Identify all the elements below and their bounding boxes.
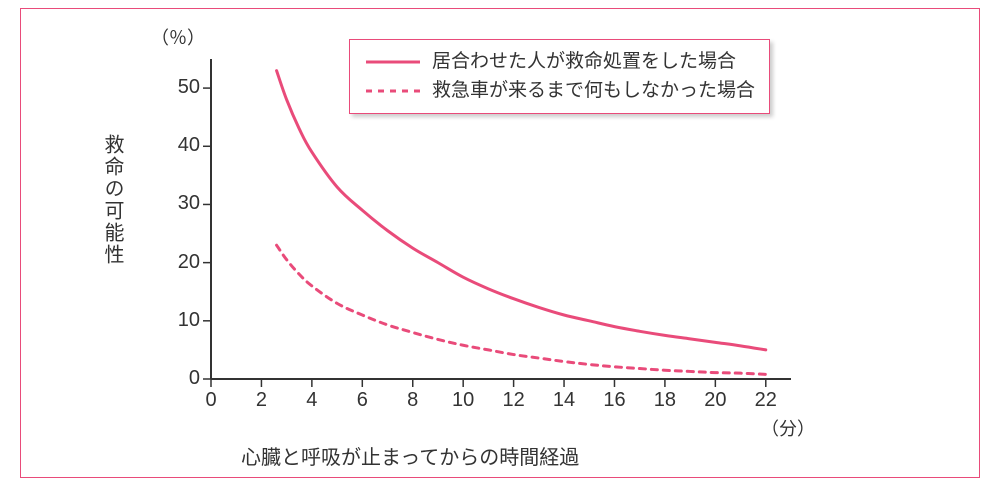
legend: 居合わせた人が救命処置をした場合救急車が来るまで何もしなかった場合 [349, 39, 770, 114]
legend-swatch-bystander_cpr [364, 52, 422, 72]
series-no_action [277, 245, 766, 374]
x-tick-label: 12 [502, 389, 526, 412]
x-tick-label: 22 [754, 389, 778, 412]
x-tick-label: 4 [300, 389, 324, 412]
x-tick-label: 8 [401, 389, 425, 412]
y-tick-label: 20 [166, 251, 200, 274]
legend-item-bystander_cpr: 居合わせた人が救命処置をした場合 [364, 48, 755, 77]
x-tick-label: 2 [249, 389, 273, 412]
y-tick-label: 0 [166, 367, 200, 390]
legend-swatch-no_action [364, 81, 422, 101]
y-tick-label: 50 [166, 76, 200, 99]
chart-frame: （％） 救命の可能性 （分） 心臓と呼吸が止まってからの時間経過 居合わせた人が… [20, 8, 980, 478]
x-tick-label: 6 [350, 389, 374, 412]
y-axis-unit: （％） [151, 24, 205, 50]
y-tick-label: 10 [166, 309, 200, 332]
y-tick-label: 30 [166, 192, 200, 215]
x-tick-label: 16 [602, 389, 626, 412]
x-tick-label: 18 [653, 389, 677, 412]
x-tick-label: 0 [199, 389, 223, 412]
x-axis-title: 心臓と呼吸が止まってからの時間経過 [241, 441, 579, 470]
x-tick-label: 14 [552, 389, 576, 412]
x-tick-label: 20 [703, 389, 727, 412]
chart-container: （％） 救命の可能性 （分） 心臓と呼吸が止まってからの時間経過 居合わせた人が… [21, 9, 979, 477]
legend-label-bystander_cpr: 居合わせた人が救命処置をした場合 [432, 48, 736, 77]
x-tick-label: 10 [451, 389, 475, 412]
y-tick-label: 40 [166, 134, 200, 157]
y-axis-title: 救命の可能性 [101, 134, 123, 266]
x-axis-unit: （分） [761, 415, 815, 441]
legend-label-no_action: 救急車が来るまで何もしなかった場合 [432, 77, 755, 106]
legend-item-no_action: 救急車が来るまで何もしなかった場合 [364, 77, 755, 106]
